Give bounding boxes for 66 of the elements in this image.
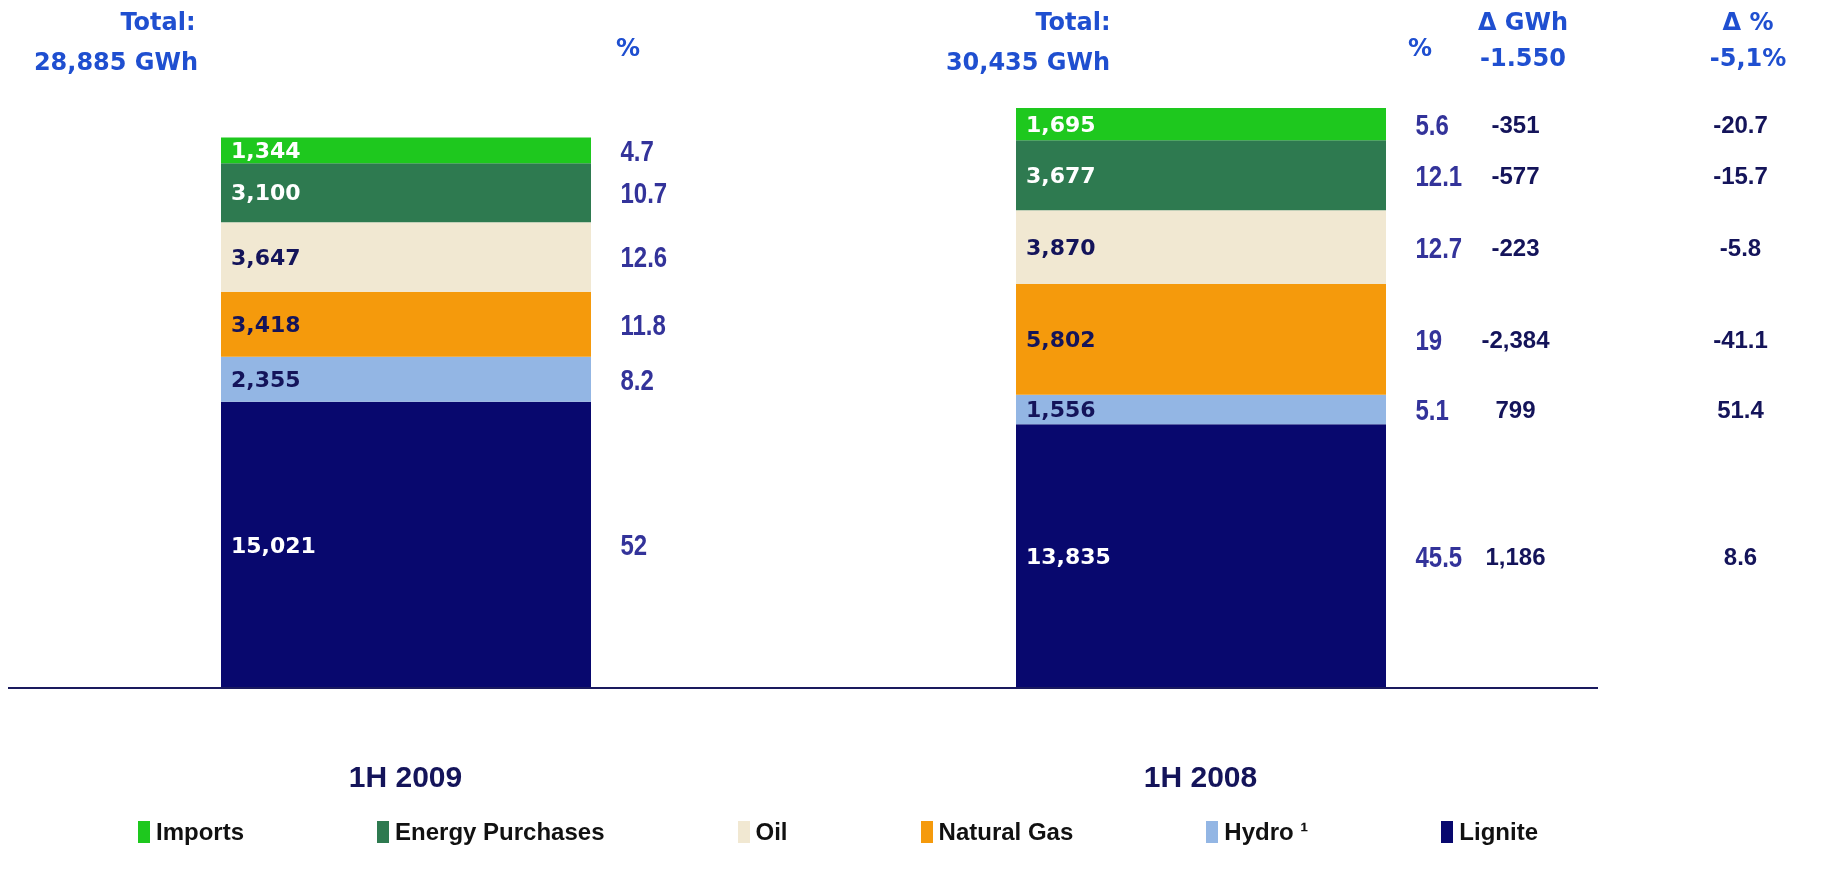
- legend-label: Hydro ¹: [1224, 818, 1309, 846]
- legend-label: Energy Purchases: [395, 818, 605, 846]
- legend-label: Lignite: [1459, 818, 1538, 846]
- annotation: 1,186: [1485, 542, 1546, 570]
- annotation: 799: [1495, 395, 1536, 423]
- text: -5,1%: [1709, 44, 1787, 72]
- text: Total:: [1035, 8, 1111, 36]
- text: -5.8: [1719, 233, 1762, 261]
- data-label: 13,835: [1026, 543, 1111, 569]
- data-label: 5,802: [1026, 327, 1096, 353]
- bar: [221, 291, 591, 357]
- text: 51.4: [1717, 395, 1765, 423]
- text: Δ %: [1722, 8, 1774, 36]
- bar: [1016, 424, 1386, 688]
- annotation: 12.6: [620, 239, 668, 275]
- bar: [1016, 284, 1386, 395]
- text: -1.550: [1480, 44, 1566, 72]
- data-label: 3,647: [231, 244, 301, 270]
- legend-label: Oil: [755, 818, 788, 846]
- bar: [1016, 140, 1386, 211]
- annotation: 45.5: [1415, 539, 1463, 574]
- text: 30,435 GWh: [945, 48, 1111, 76]
- annotation: 5.1: [1415, 392, 1449, 427]
- bar: [1016, 394, 1386, 425]
- data-label: 3,100: [231, 180, 301, 206]
- data-label: 3,677: [1026, 163, 1096, 189]
- annotation: 19: [1415, 322, 1443, 357]
- bar: [221, 137, 591, 164]
- data-label: 1,556: [1026, 397, 1096, 423]
- text: %: [615, 34, 641, 62]
- text: Total:: [120, 8, 196, 36]
- bar: [221, 401, 591, 688]
- data-label: 3,418: [231, 312, 301, 337]
- annotation: -223: [1491, 233, 1540, 261]
- bar: [1016, 108, 1386, 141]
- text: -20.7: [1713, 110, 1768, 138]
- text: 8.6: [1723, 542, 1758, 570]
- text: -15.7: [1713, 161, 1768, 189]
- text: 28,885 GWh: [33, 48, 199, 76]
- annotation: -2,384: [1481, 325, 1551, 353]
- data-label: 1,695: [1026, 111, 1096, 137]
- annotation: -351: [1491, 110, 1540, 138]
- legend-label: Imports: [156, 818, 245, 846]
- text: Δ GWh: [1477, 8, 1569, 36]
- annotation: 12.7: [1415, 230, 1463, 265]
- data-label: 3,870: [1026, 234, 1096, 260]
- annotation: 52: [620, 527, 648, 562]
- annotation: 5.6: [1415, 107, 1449, 142]
- bar: [221, 163, 591, 223]
- x-tick-label: 1H 2009: [348, 760, 463, 794]
- data-label: 15,021: [231, 532, 316, 558]
- bar: [221, 222, 591, 292]
- data-label: 1,344: [231, 138, 301, 164]
- annotation: 12.1: [1415, 158, 1463, 193]
- text: -41.1: [1713, 325, 1768, 353]
- legend-label: Natural Gas: [938, 818, 1074, 846]
- annotation: -577: [1491, 161, 1540, 189]
- annotation: 10.7: [620, 175, 668, 210]
- text: %: [1407, 34, 1433, 62]
- annotation: 11.8: [620, 307, 666, 342]
- annotation: 4.7: [620, 133, 654, 168]
- annotation: 8.2: [620, 362, 654, 397]
- bar: [1016, 210, 1386, 285]
- bar: [221, 356, 591, 402]
- data-label: 2,355: [231, 367, 301, 393]
- x-tick-label: 1H 2008: [1143, 760, 1258, 794]
